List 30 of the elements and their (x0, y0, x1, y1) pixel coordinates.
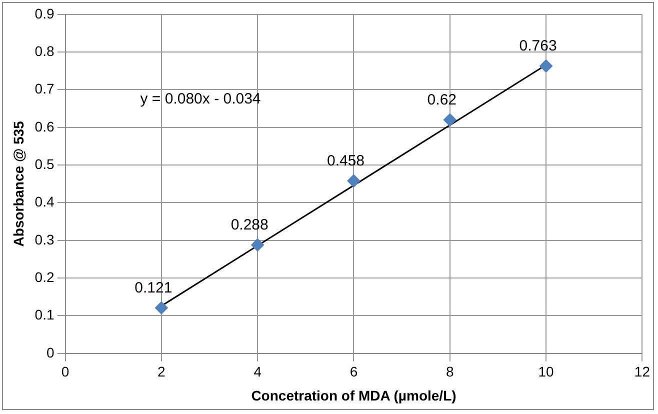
y-tick-label: 0.5 (34, 156, 54, 172)
x-tick-label: 4 (254, 364, 262, 380)
data-label: 0.763 (519, 38, 557, 55)
data-label: 0.458 (326, 152, 365, 170)
y-tick-label: 0.1 (34, 306, 54, 323)
point (154, 301, 168, 314)
y-tick-label: 0 (46, 344, 54, 360)
y-tick-label: 0.7 (34, 80, 54, 97)
point (347, 174, 360, 188)
y-axis-title: Absorbance @ 535 (10, 120, 26, 247)
point (251, 238, 264, 252)
x-tick-label: 10 (538, 364, 554, 380)
x-tick-label: 0 (61, 364, 70, 380)
y-tick-label: 0.6 (34, 118, 54, 134)
x-tick-label: 8 (446, 364, 454, 380)
data-label: 0.121 (134, 279, 172, 296)
y-tick-label: 0.4 (34, 194, 54, 210)
x-axis-title: Concetration of MDA (µmole/L) (251, 387, 456, 404)
y-tick-label: 0.8 (34, 42, 54, 59)
x-tick-label: 2 (158, 364, 166, 380)
y-tick-label: 0.3 (34, 231, 54, 248)
y-tick-label: 0.2 (34, 268, 54, 285)
x-tick-label: 6 (350, 364, 358, 380)
point (540, 60, 553, 73)
data-label: 0.288 (230, 216, 268, 234)
x-tick-label: 12 (634, 364, 650, 380)
point (443, 113, 456, 126)
data-label: 0.62 (427, 92, 456, 109)
y-tick-label: 0.9 (34, 5, 54, 22)
annotation: y = 0.080x - 0.034 (140, 90, 261, 108)
